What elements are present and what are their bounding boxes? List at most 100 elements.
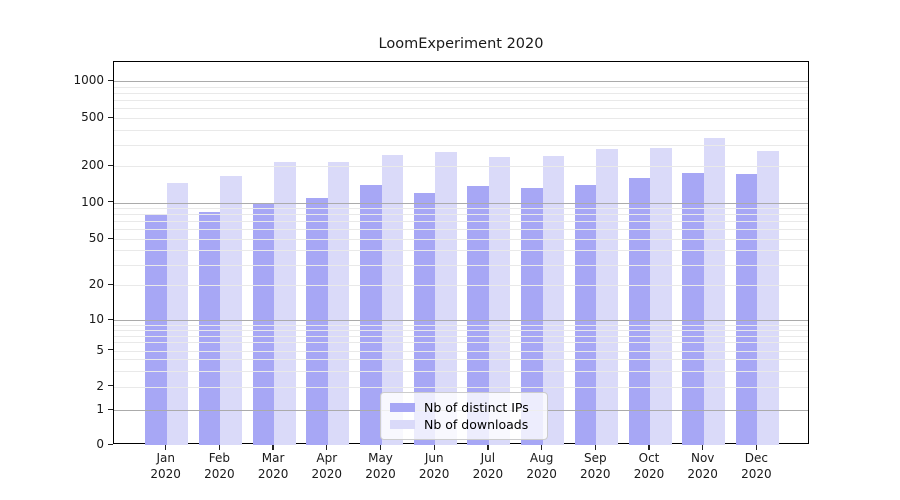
x-tick-mark-oct [648,445,650,450]
y-tick-mark-20 [107,283,113,285]
y-tick-label-500: 500 [81,110,104,124]
major-gridline-1000 [114,81,808,82]
bar-nb-of-downloads-aug [542,156,565,445]
x-tick-month: Apr [316,451,338,465]
y-tick-mark-100 [107,201,113,203]
y-tick-label-200: 200 [81,158,104,172]
x-tick-label-dec: Dec 2020 [724,451,788,482]
minor-gridline-300 [114,144,808,146]
minor-gridline-30 [114,264,808,266]
x-tick-mark-feb [218,445,221,450]
bar-nb-of-downloads-jul [488,156,511,445]
minor-gridline-600 [114,108,808,110]
y-tick-mark-0 [107,443,113,445]
bar-nb-of-downloads-mar [274,162,296,445]
x-tick-mark-dec [755,445,758,450]
y-tick-mark-2 [107,385,113,387]
x-tick-year: 2020 [633,466,665,481]
x-tick-label-nov: Nov 2020 [671,451,735,482]
bar-nb-of-downloads-jan [166,183,189,445]
minor-gridline-2 [114,386,808,388]
x-tick-month: Sep [583,451,607,465]
bar-nb-of-downloads-jun [435,151,457,445]
minor-gridline-400 [114,129,808,131]
x-tick-year: 2020 [472,466,504,481]
minor-gridline-7 [114,335,808,337]
x-tick-month: Feb [208,451,231,465]
y-tick-label-1: 1 [96,402,104,416]
x-tick-year: 2020 [741,466,772,481]
plot-area: Nb of distinct IPs Nb of downloads [113,61,809,445]
x-tick-year: 2020 [580,466,611,481]
y-tick-label-0: 0 [96,437,104,451]
minor-gridline-800 [114,92,808,94]
y-tick-label-50: 50 [88,231,104,245]
x-tick-month: Nov [690,451,715,465]
y-tick-label-5: 5 [96,342,104,357]
x-tick-year: 2020 [687,466,718,481]
minor-gridline-6 [114,342,808,344]
x-tick-label-mar: Mar 2020 [241,451,305,482]
minor-gridline-9 [114,324,808,326]
x-tick-month: Oct [638,451,660,465]
legend-swatch-nb-of-distinct-ips [390,403,415,412]
bar-nb-of-downloads-oct [650,147,672,445]
minor-gridline-700 [114,100,808,102]
x-tick-label-apr: Apr 2020 [295,451,359,482]
bar-nb-of-distinct-ips-may [360,184,382,445]
minor-gridline-5 [114,350,808,352]
x-tick-label-feb: Feb 2020 [187,451,251,482]
x-tick-month: Aug [529,451,554,465]
x-tick-year: 2020 [204,466,235,481]
x-tick-month: Dec [744,451,768,465]
minor-gridline-40 [114,250,808,252]
minor-gridline-90 [114,208,808,210]
x-tick-mark-apr [326,445,328,450]
x-tick-label-jan: Jan 2020 [134,451,198,482]
minor-gridline-70 [114,221,808,223]
x-tick-year: 2020 [418,466,450,481]
x-tick-year: 2020 [526,466,557,481]
x-tick-month: Jul [480,451,496,465]
bar-nb-of-distinct-ips-nov [682,172,704,445]
bar-nb-of-downloads-nov [703,138,726,445]
minor-gridline-4 [114,359,808,361]
x-tick-label-may: May 2020 [349,451,413,482]
x-tick-mark-sep [594,445,596,450]
x-tick-mark-may [379,445,382,450]
legend-label: Nb of downloads [424,417,529,432]
bar-nb-of-distinct-ips-oct [628,178,650,445]
x-tick-label-sep: Sep 2020 [563,451,627,482]
y-tick-mark-500 [107,116,113,118]
x-tick-month: May [368,451,393,465]
bar-nb-of-downloads-apr [327,162,350,445]
bar-nb-of-distinct-ips-mar [252,202,275,445]
y-tick-label-100: 100 [81,194,104,209]
x-tick-month: Jan [156,451,175,465]
legend-item-nb-of-distinct-ips: Nb of distinct IPs [390,399,538,416]
x-tick-mark-jun [433,445,435,450]
bar-nb-of-distinct-ips-dec [735,173,758,445]
minor-gridline-20 [114,285,808,286]
minor-gridline-200 [114,166,808,167]
minor-gridline-3 [114,370,808,372]
legend-label: Nb of distinct IPs [424,400,529,415]
legend: Nb of distinct IPs Nb of downloads [380,392,548,440]
y-tick-mark-50 [107,237,113,239]
x-tick-mark-aug [540,445,543,450]
x-tick-label-aug: Aug 2020 [510,451,574,482]
x-tick-month: Mar [261,451,285,465]
bar-nb-of-distinct-ips-aug [521,187,543,445]
y-tick-label-2: 2 [96,378,104,393]
x-tick-year: 2020 [365,466,396,481]
y-tick-mark-200 [107,164,113,166]
y-tick-label-10: 10 [88,312,104,326]
x-tick-mark-nov [702,445,704,450]
minor-gridline-8 [114,329,808,331]
legend-item-nb-of-downloads: Nb of downloads [390,416,538,433]
x-tick-month: Jun [424,451,444,465]
x-tick-label-oct: Oct 2020 [617,451,681,482]
y-tick-mark-5 [107,349,113,351]
chart-title: LoomExperiment 2020 [378,36,544,52]
